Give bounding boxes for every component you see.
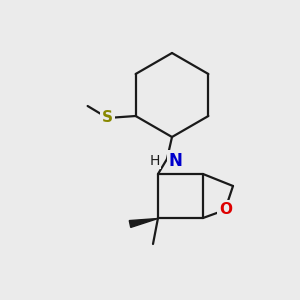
- Text: N: N: [169, 152, 183, 170]
- Text: S: S: [102, 110, 113, 125]
- Text: O: O: [220, 202, 232, 217]
- Text: H: H: [150, 154, 160, 168]
- Polygon shape: [129, 218, 158, 227]
